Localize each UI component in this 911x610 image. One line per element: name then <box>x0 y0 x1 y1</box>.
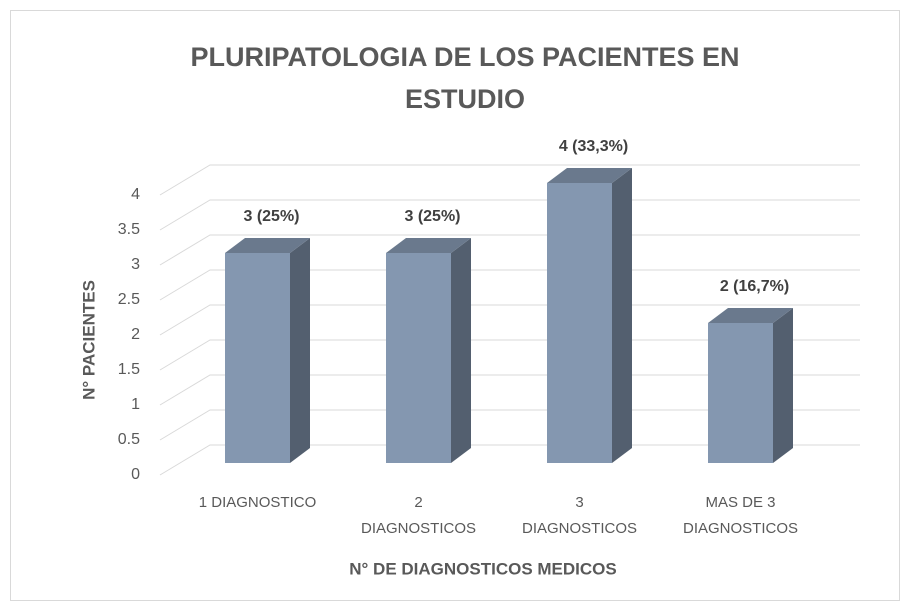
bar-side <box>773 308 793 463</box>
grid-line <box>159 234 860 266</box>
x-tick-label: 2 DIAGNOSTICOS <box>360 494 476 537</box>
bar-side <box>290 238 310 463</box>
y-tick-label: 1 <box>131 396 140 413</box>
bar-top <box>386 238 471 253</box>
y-tick-label: 1.5 <box>118 361 140 378</box>
y-tick-label: 2 <box>131 326 140 343</box>
grid-line <box>159 304 860 336</box>
y-tick-label: 0.5 <box>118 431 140 448</box>
x-tick-label: MAS DE 3 DIAGNOSTICOS <box>682 494 798 537</box>
chart-title: PLURIPATOLOGIA DE LOS PACIENTES EN ESTUD… <box>190 42 740 114</box>
bar <box>386 253 451 463</box>
bar-top <box>547 168 632 183</box>
grid-line <box>159 339 860 371</box>
value-label: 2 (16,7%) <box>720 278 789 295</box>
x-tick-label: 3 DIAGNOSTICOS <box>521 494 637 537</box>
bar <box>225 253 290 463</box>
value-label: 4 (33,3%) <box>559 138 628 155</box>
grid-line <box>159 374 860 406</box>
bar <box>708 323 773 463</box>
x-axis-label: N° DE DIAGNOSTICOS MEDICOS <box>349 559 616 578</box>
bar-top <box>225 238 310 253</box>
bar-top <box>708 308 793 323</box>
grid-line <box>159 409 860 441</box>
bar-side <box>612 168 632 463</box>
grid-line <box>159 444 860 476</box>
y-tick-label: 0 <box>131 466 140 483</box>
y-tick-label: 3 <box>131 256 140 273</box>
value-label: 3 (25%) <box>243 208 299 225</box>
bar-side <box>451 238 471 463</box>
y-tick-label: 2.5 <box>118 291 140 308</box>
y-axis-label: N° PACIENTES <box>79 280 98 400</box>
grid-line <box>159 269 860 301</box>
value-label: 3 (25%) <box>404 208 460 225</box>
y-tick-label: 3.5 <box>118 221 140 238</box>
bar <box>547 183 612 463</box>
x-tick-label: 1 DIAGNOSTICO <box>198 494 317 511</box>
grid-line <box>159 199 860 231</box>
y-tick-label: 4 <box>131 186 140 203</box>
grid-line <box>159 164 860 196</box>
